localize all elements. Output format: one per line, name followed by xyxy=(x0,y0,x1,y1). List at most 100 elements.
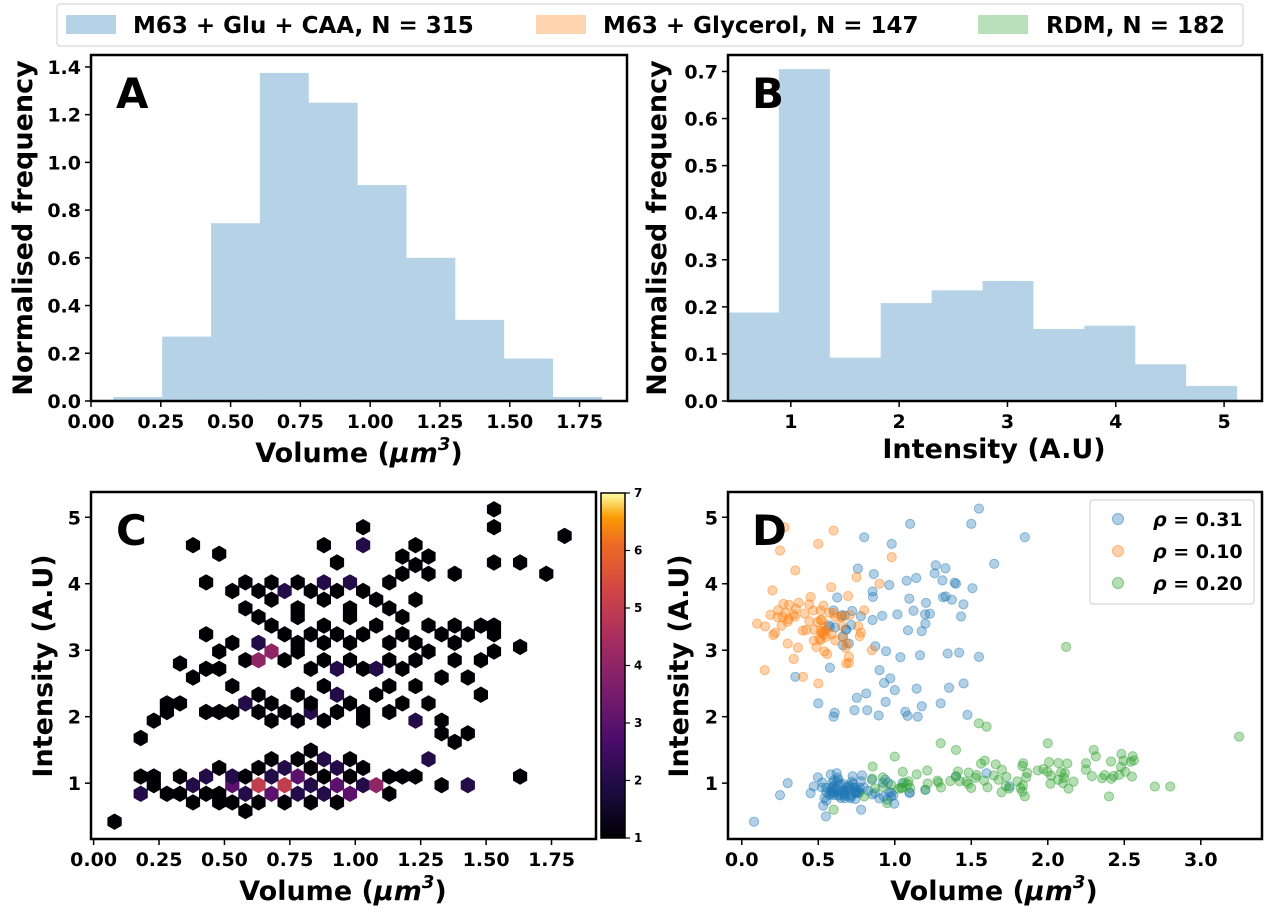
panel-d-point-series-1 xyxy=(920,597,932,608)
panel-c-hex-cell xyxy=(329,660,345,677)
panel-d-point-series-3 xyxy=(1063,783,1074,794)
panel-d-point-series-2 xyxy=(828,525,839,536)
colorbar-tick-label: 2 xyxy=(634,774,642,788)
panel-b-xtick-label: 3 xyxy=(1001,411,1014,433)
panel-d-point-series-1 xyxy=(828,775,839,786)
panel-d-point-series-2 xyxy=(776,620,787,631)
panel-d-point-series-1 xyxy=(853,787,864,798)
panel-a-bar xyxy=(259,72,309,402)
panel-c-hex-cell xyxy=(303,695,318,712)
panel-c-hex-cell xyxy=(146,768,161,785)
panel-d-point-series-1 xyxy=(843,784,854,795)
panel-d-point-series-1 xyxy=(836,785,847,796)
panel-d-point-series-3 xyxy=(954,776,965,787)
panel-c-hex-cell xyxy=(264,617,279,634)
panel-d-point-series-2 xyxy=(751,618,763,629)
panel-d-point-series-1 xyxy=(914,650,926,661)
panel-d-point-series-1 xyxy=(946,594,957,605)
panel-d-point-series-1 xyxy=(867,591,879,603)
panel-d-point-series-1 xyxy=(828,790,839,801)
panel-d-point-series-2 xyxy=(770,627,781,638)
panel-c-hex-cell xyxy=(159,695,174,712)
panel-d-ticks: 0.0 0.5 1.0 1.5 2.0 2.5 3.0 1 2 3 4 5 xyxy=(705,507,1218,871)
panel-d-point-series-2 xyxy=(790,603,801,614)
panel-d-xtick-label: 2.0 xyxy=(1031,849,1065,871)
panel-c-hex-cell xyxy=(395,626,410,643)
panel-c-hex-cell xyxy=(238,695,253,712)
panel-b-ylabel: Normalised frequency xyxy=(642,60,673,396)
panel-c-hex-cell xyxy=(342,751,358,768)
panel-b-ytick-label: 0.5 xyxy=(684,156,718,178)
panel-d-point-series-3 xyxy=(1001,771,1012,783)
panel-d-point-series-1 xyxy=(912,711,923,722)
panel-d-point-series-1 xyxy=(827,788,838,800)
panel-b-frame xyxy=(726,53,1264,403)
panel-d-point-series-1 xyxy=(826,782,837,793)
legend-marker-series-2 xyxy=(1112,545,1124,557)
panel-d-point-series-2 xyxy=(765,609,776,620)
panel-c-hex-cell xyxy=(460,777,475,794)
panel-d-point-series-1 xyxy=(826,786,837,798)
panel-a-ylabel: Normalised frequency xyxy=(8,60,39,396)
panel-d-point-series-1 xyxy=(850,793,861,805)
panel-d-legend-frame xyxy=(1089,499,1255,605)
panel-c-hex-cell xyxy=(356,626,371,643)
panel-d-point-series-1 xyxy=(886,787,897,798)
panel-d-point-series-1 xyxy=(832,592,843,603)
panel-d-point-series-1 xyxy=(892,609,903,620)
panel-d-point-series-2 xyxy=(760,621,771,632)
panel-d-point-series-3 xyxy=(988,770,999,781)
panel-c-hex-cell xyxy=(251,652,266,669)
panel-d-point-series-1 xyxy=(837,631,848,642)
panel-c-hex-cell xyxy=(303,742,318,759)
panel-d-point-series-3 xyxy=(993,774,1004,785)
panel-d-point-series-3 xyxy=(979,775,990,786)
panel-d-point-series-1 xyxy=(920,618,931,629)
panel-d-point-series-2 xyxy=(826,582,837,593)
panel-d-point-series-1 xyxy=(821,795,832,806)
panel-c-hex-cell xyxy=(107,813,122,830)
panel-d-point-series-1 xyxy=(828,605,839,616)
panel-c-hex-cell xyxy=(342,600,358,617)
panel-c-hex-cell xyxy=(539,565,554,582)
panel-d-point-series-1 xyxy=(867,586,878,597)
panel-d-point-series-3 xyxy=(1115,761,1127,773)
panel-d-point-series-3 xyxy=(828,804,839,815)
panel-c-hex-cell xyxy=(251,777,266,794)
panel-d-point-series-1 xyxy=(958,678,969,689)
panel-d-point-series-3 xyxy=(961,776,972,787)
panel-c-hex-cell xyxy=(434,712,449,729)
panel-c-letter: C xyxy=(116,506,147,555)
panel-c-hex-cell xyxy=(513,638,528,656)
panel-d-point-series-1 xyxy=(902,710,913,721)
panel-d-point-series-1 xyxy=(839,789,850,800)
panel-d-point-series-3 xyxy=(1004,783,1015,794)
panel-d-point-series-2 xyxy=(854,631,865,642)
panel-c-hex-cell xyxy=(460,725,475,742)
panel-d-point-series-3 xyxy=(1019,791,1030,802)
panel-d-point-series-3 xyxy=(1053,774,1064,785)
panel-a-ytick-label: 0.4 xyxy=(47,296,81,318)
panel-d-point-series-1 xyxy=(774,790,786,801)
panel-c-hex-cell xyxy=(342,574,358,591)
panel-c-hex-cell xyxy=(238,652,253,669)
panel-c-hex-cell xyxy=(290,785,305,802)
panel-c-hex-cell xyxy=(408,556,423,574)
panel-c-hex-cell xyxy=(251,703,266,721)
panel-d-xlabel: Volume (μm3) xyxy=(890,872,1098,907)
panel-b-ytick-label: 0.7 xyxy=(684,61,718,83)
panel-a-histogram: 0.00 0.25 0.50 0.75 1.00 1.25 1.50 1.75 0.0 0.2 0.… xyxy=(8,53,629,469)
panel-c-hex-cell xyxy=(251,608,266,626)
panel-d-point-series-2 xyxy=(804,616,815,627)
panel-c-hex-cell xyxy=(369,617,384,634)
panel-d-point-series-2 xyxy=(853,621,864,632)
panel-a-ytick-label: 0.6 xyxy=(47,248,81,270)
panel-d-point-series-2 xyxy=(836,621,848,632)
panel-d-point-series-1 xyxy=(820,811,832,822)
panel-d-point-series-1 xyxy=(850,788,861,799)
panel-c-hex-cell xyxy=(486,519,502,536)
panel-d-point-series-3 xyxy=(1042,738,1053,749)
panel-c-hex-cell xyxy=(460,669,475,686)
panel-d-point-series-3 xyxy=(1106,773,1117,784)
panel-c-hex-cell xyxy=(251,582,266,600)
